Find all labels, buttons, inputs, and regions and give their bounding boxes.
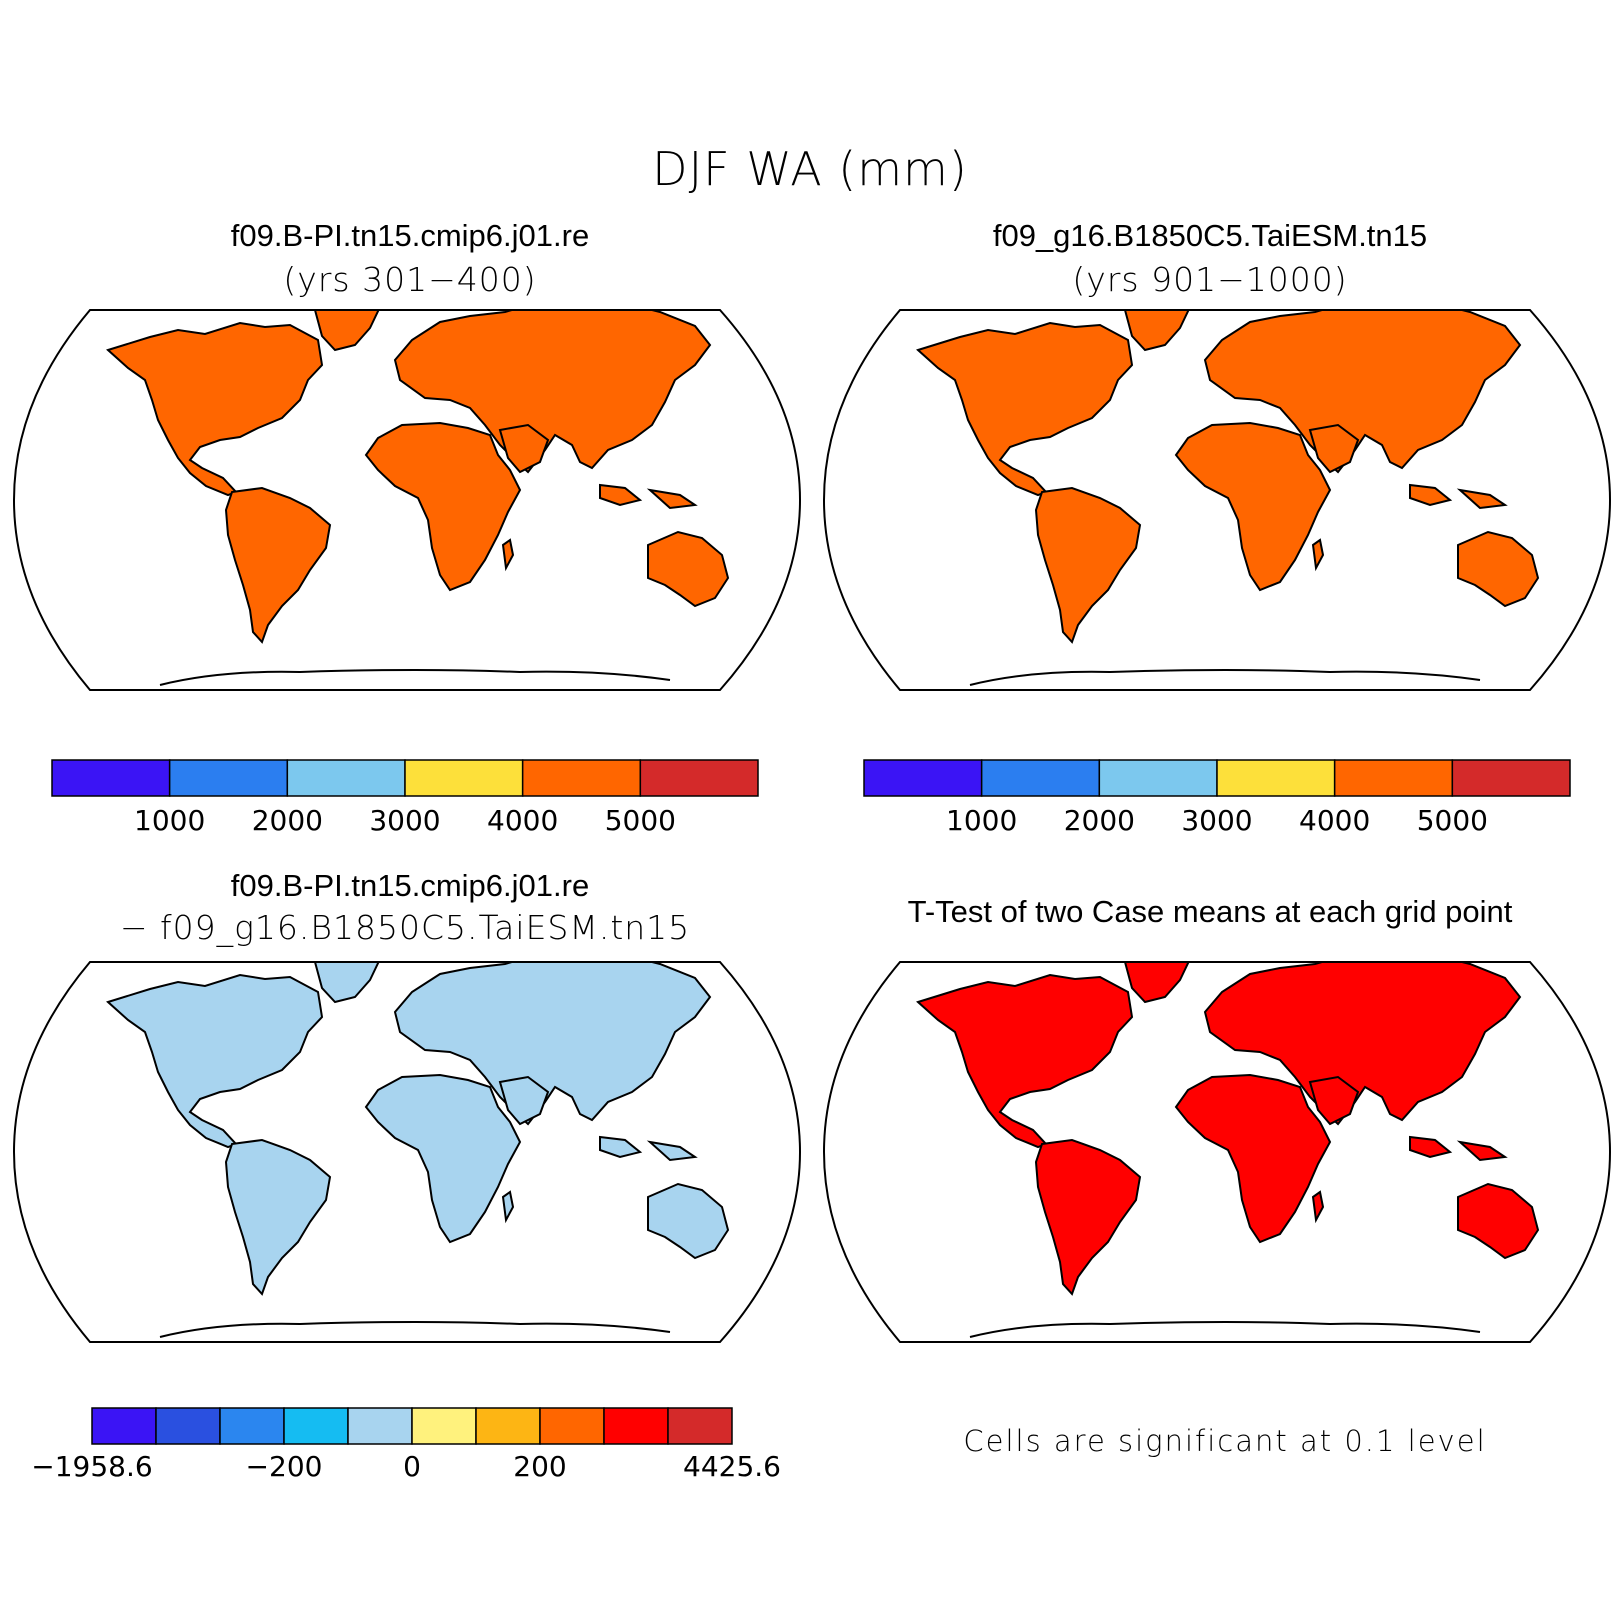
- colorbar-box: [219, 1407, 285, 1445]
- colorbar-label: 3000: [369, 804, 440, 837]
- colorbar-label: 2000: [1064, 804, 1135, 837]
- colorbar-label: −200: [246, 1450, 323, 1483]
- antarctica-coastline: [159, 669, 671, 686]
- colorbar-box: [51, 759, 171, 797]
- colorbar-label: 2000: [252, 804, 323, 837]
- map-panel-3: [12, 961, 802, 1343]
- panel-3-title: f09.B-PI.tn15.cmip6.j01.re: [230, 868, 590, 903]
- colorbar-box: [475, 1407, 541, 1445]
- colorbar-box: [404, 759, 524, 797]
- map-frame: [12, 309, 802, 691]
- colorbar-label: 4425.6: [683, 1450, 781, 1483]
- panel-4-title: T-Test of two Case means at each grid po…: [907, 894, 1513, 929]
- colorbar-box: [603, 1407, 669, 1445]
- colorbar-label: −1958.6: [31, 1450, 152, 1483]
- map-panel-2: [822, 309, 1612, 691]
- colorbar-box: [639, 759, 759, 797]
- colorbar-box: [667, 1407, 733, 1445]
- colorbar-label: 0: [403, 1450, 421, 1483]
- colorbar-box: [286, 759, 406, 797]
- antarctica-coastline: [969, 669, 1481, 686]
- panel-2-title: f09_g16.B1850C5.TaiESM.tn15: [992, 218, 1428, 253]
- map-frame: [12, 961, 802, 1343]
- colorbar-label: 1000: [134, 804, 205, 837]
- antarctica-coastline: [969, 1321, 1481, 1338]
- panel-1-title: f09.B-PI.tn15.cmip6.j01.re: [230, 218, 590, 253]
- land-field: [917, 962, 1539, 1295]
- colorbar-box: [980, 759, 1101, 797]
- antarctica-coastline: [159, 1321, 671, 1338]
- map-frame: [822, 309, 1612, 691]
- colorbar-box: [155, 1407, 221, 1445]
- colorbar-box: [411, 1407, 477, 1445]
- colorbar-box: [1098, 759, 1218, 797]
- figure-title: DJF WA (mm): [652, 142, 968, 196]
- colorbar-label: 3000: [1181, 804, 1252, 837]
- colorbar-label: 5000: [1417, 804, 1488, 837]
- significance-note: Cells are significant at 0.1 level: [963, 1424, 1487, 1458]
- panel-1-subtitle: (yrs 301−400): [283, 260, 537, 299]
- land-field: [917, 310, 1539, 643]
- colorbar-box: [1333, 759, 1454, 797]
- colorbar-box: [521, 759, 642, 797]
- colorbar-label: 200: [513, 1450, 566, 1483]
- colorbar-label: 4000: [487, 804, 558, 837]
- colorbar-box: [91, 1407, 157, 1445]
- land-field: [107, 310, 729, 643]
- colorbar-box: [863, 759, 983, 797]
- colorbar-box: [1451, 759, 1571, 797]
- panel-2-subtitle: (yrs 901−1000): [1072, 260, 1348, 299]
- colorbar-box: [539, 1407, 605, 1445]
- panel-3-subtitle: − f09_g16.B1850C5.TaiESM.tn15: [119, 908, 691, 947]
- land-field: [107, 962, 729, 1295]
- colorbar-box: [1216, 759, 1336, 797]
- colorbar-box: [347, 1407, 413, 1445]
- colorbar-label: 5000: [605, 804, 676, 837]
- colorbar-label: 1000: [946, 804, 1017, 837]
- colorbar-box: [168, 759, 289, 797]
- colorbar-label: 4000: [1299, 804, 1370, 837]
- map-panel-1: [12, 309, 802, 691]
- colorbar-box: [283, 1407, 349, 1445]
- map-frame: [822, 961, 1612, 1343]
- map-panel-4: [822, 961, 1612, 1343]
